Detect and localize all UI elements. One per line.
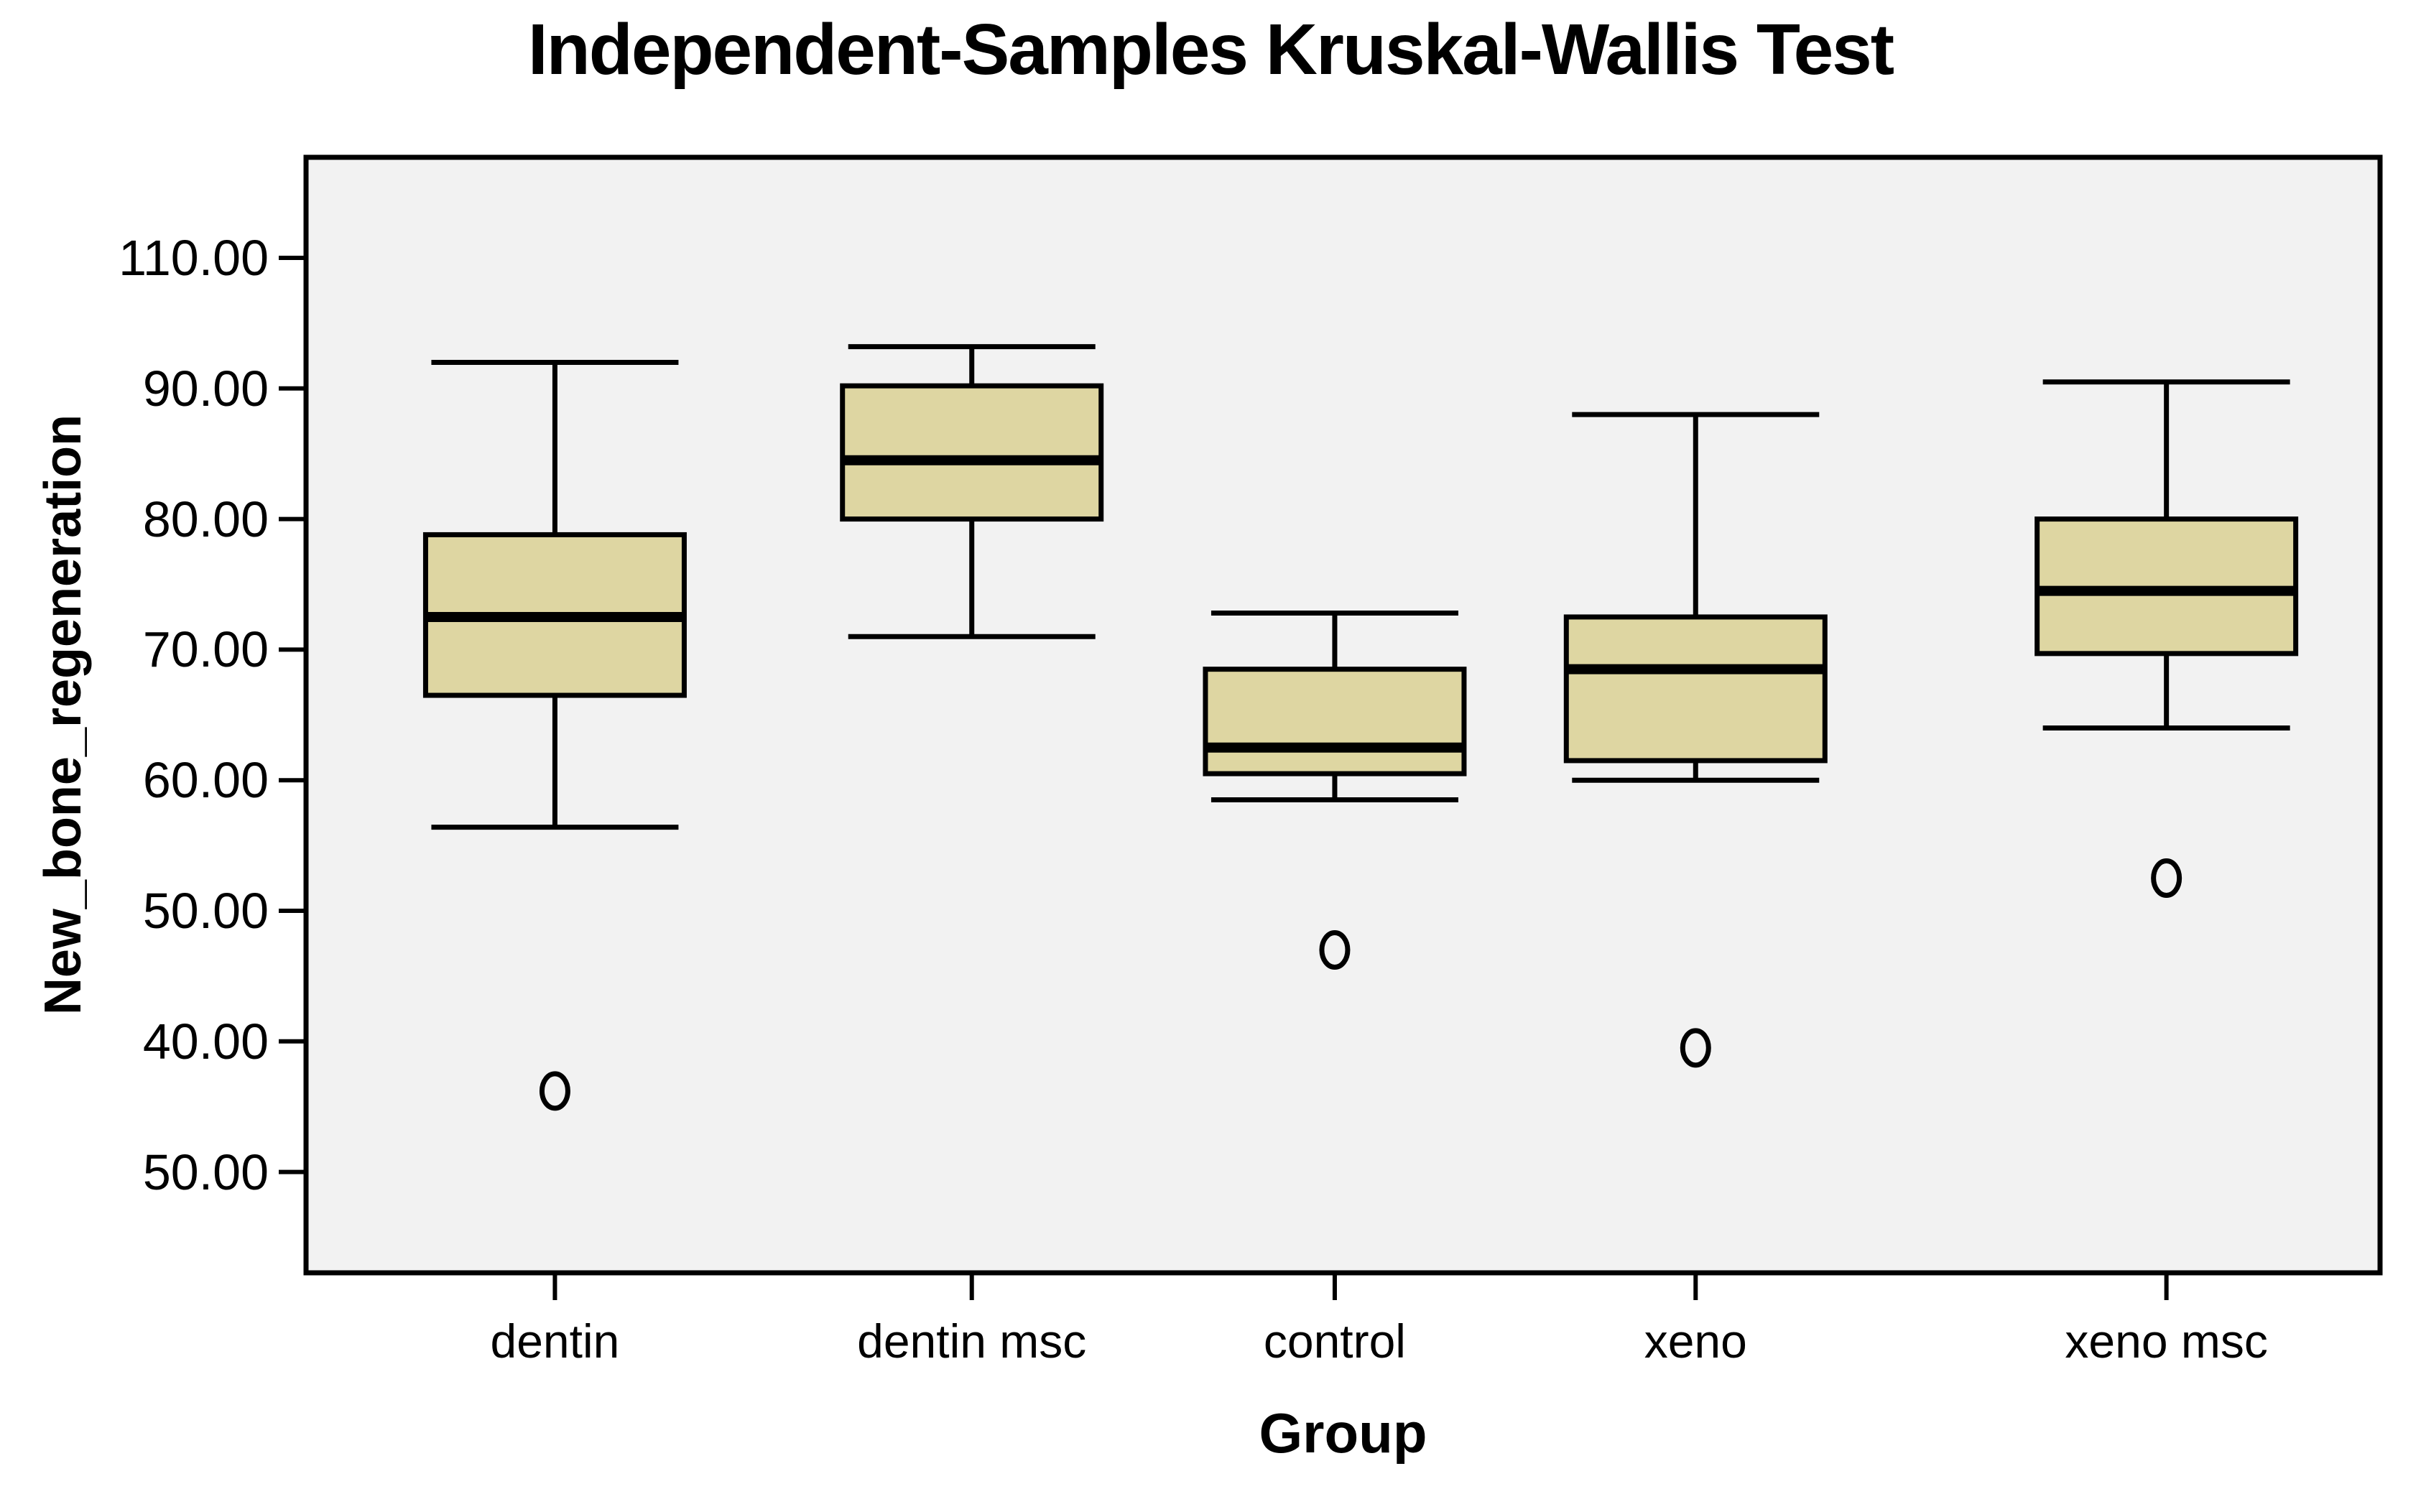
outlier-point-control [1319,930,1351,970]
x-category-label-xeno: xeno [1644,1314,1747,1368]
box-control [1203,667,1467,776]
y-tick-label: 80.00 [142,491,269,547]
y-tick-label: 50.00 [142,1144,269,1200]
outlier-point-xeno-msc [2151,858,2182,899]
x-axis-title: Group [1259,1401,1427,1465]
x-category-label-control: control [1263,1314,1406,1368]
y-tick-label: 60.00 [142,752,269,809]
x-category-label-xeno-msc: xeno msc [2065,1314,2268,1368]
outlier-point-dentin [539,1071,570,1111]
chart-title: Independent-Samples Kruskal-Wallis Test [527,9,1894,90]
x-category-label-dentin-msc: dentin msc [857,1314,1087,1368]
box-dentin-msc [840,383,1104,522]
x-category-label-dentin: dentin [490,1314,620,1368]
outlier-point-xeno [1680,1028,1711,1068]
y-tick-label: 110.00 [119,230,269,286]
y-tick-label: 70.00 [142,621,269,678]
y-tick-label: 50.00 [142,883,269,939]
y-tick-label: 90.00 [142,360,269,417]
y-tick-label: 40.00 [142,1013,269,1070]
box-xeno [1563,614,1828,764]
